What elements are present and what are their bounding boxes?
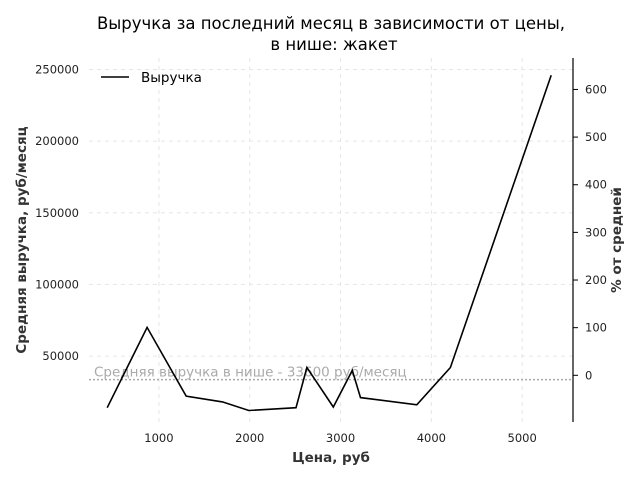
x-tick-label: 4000 [417, 431, 446, 445]
data-point [295, 407, 297, 409]
data-points [106, 74, 552, 411]
grid [89, 58, 573, 422]
x-axis-ticks: 1000 2000 3000 4000 5000 [144, 431, 537, 445]
data-point [449, 367, 451, 369]
average-reference-label: Средняя выручка в нише - 33600 руб/месяц [94, 365, 407, 381]
data-point [550, 74, 552, 76]
right-tick-label: 0 [585, 368, 592, 382]
y-tick-label: 250000 [35, 62, 79, 76]
data-point [146, 326, 148, 328]
legend-label-revenue: Выручка [141, 70, 202, 86]
y-tick-label: 150000 [35, 206, 79, 220]
x-tick-label: 5000 [508, 431, 537, 445]
data-point [106, 407, 108, 409]
data-point [332, 406, 334, 408]
data-point [306, 367, 308, 369]
revenue-series-line [106, 74, 552, 412]
x-tick-label: 3000 [326, 431, 355, 445]
right-tick-label: 400 [585, 178, 607, 192]
right-tick-label: 300 [585, 225, 607, 239]
y-tick-label: 50000 [42, 349, 79, 363]
right-axis-ticks: 0 100 200 300 400 500 600 [573, 82, 607, 382]
right-tick-label: 500 [585, 130, 607, 144]
data-point [248, 410, 250, 412]
x-tick-label: 2000 [235, 431, 264, 445]
right-tick-label: 100 [585, 321, 607, 335]
y-axis-ticks: 50000 100000 150000 200000 250000 [35, 62, 79, 363]
data-point [416, 404, 418, 406]
chart-title-line-1: Выручка за последний месяц в зависимости… [97, 14, 565, 33]
data-point [221, 401, 223, 403]
y-axis-label: Средняя выручка, руб/месяц [14, 126, 30, 353]
chart-title-line-2: в нише: жакет [270, 35, 398, 54]
right-tick-label: 200 [585, 273, 607, 287]
data-point [360, 397, 362, 399]
right-tick-label: 600 [585, 82, 607, 96]
data-point [351, 369, 353, 371]
data-point [185, 395, 187, 397]
x-axis-label: Цена, руб [292, 450, 370, 466]
x-tick-label: 1000 [144, 431, 173, 445]
right-axis-label: % от средней [609, 187, 625, 293]
y-tick-label: 200000 [35, 134, 79, 148]
legend: Выручка [101, 70, 202, 86]
y-tick-label: 100000 [35, 277, 79, 291]
